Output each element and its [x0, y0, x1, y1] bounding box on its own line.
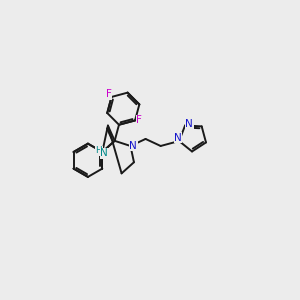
- Text: N: N: [129, 140, 137, 151]
- Text: F: F: [106, 89, 112, 99]
- Text: H: H: [95, 146, 102, 155]
- Text: N: N: [185, 119, 193, 129]
- Text: N: N: [174, 133, 182, 142]
- Text: F: F: [136, 116, 142, 125]
- Text: N: N: [100, 148, 108, 158]
